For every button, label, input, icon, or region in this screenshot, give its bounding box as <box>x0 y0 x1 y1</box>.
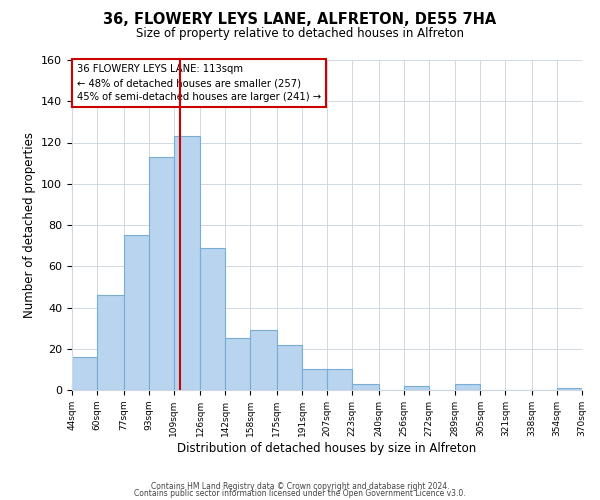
Bar <box>557 388 582 390</box>
Bar <box>404 386 428 390</box>
Bar <box>173 136 200 390</box>
Bar <box>250 330 277 390</box>
Bar <box>97 295 124 390</box>
Text: Contains public sector information licensed under the Open Government Licence v3: Contains public sector information licen… <box>134 490 466 498</box>
Bar <box>124 236 149 390</box>
Bar <box>72 357 97 390</box>
Bar <box>327 370 352 390</box>
Bar <box>455 384 481 390</box>
Bar <box>226 338 250 390</box>
Bar <box>302 370 327 390</box>
Bar <box>352 384 379 390</box>
X-axis label: Distribution of detached houses by size in Alfreton: Distribution of detached houses by size … <box>178 442 476 454</box>
Bar <box>149 157 173 390</box>
Bar <box>277 344 302 390</box>
Text: 36 FLOWERY LEYS LANE: 113sqm
← 48% of detached houses are smaller (257)
45% of s: 36 FLOWERY LEYS LANE: 113sqm ← 48% of de… <box>77 64 321 102</box>
Y-axis label: Number of detached properties: Number of detached properties <box>23 132 35 318</box>
Text: Contains HM Land Registry data © Crown copyright and database right 2024.: Contains HM Land Registry data © Crown c… <box>151 482 449 491</box>
Text: Size of property relative to detached houses in Alfreton: Size of property relative to detached ho… <box>136 28 464 40</box>
Text: 36, FLOWERY LEYS LANE, ALFRETON, DE55 7HA: 36, FLOWERY LEYS LANE, ALFRETON, DE55 7H… <box>103 12 497 28</box>
Bar <box>200 248 226 390</box>
